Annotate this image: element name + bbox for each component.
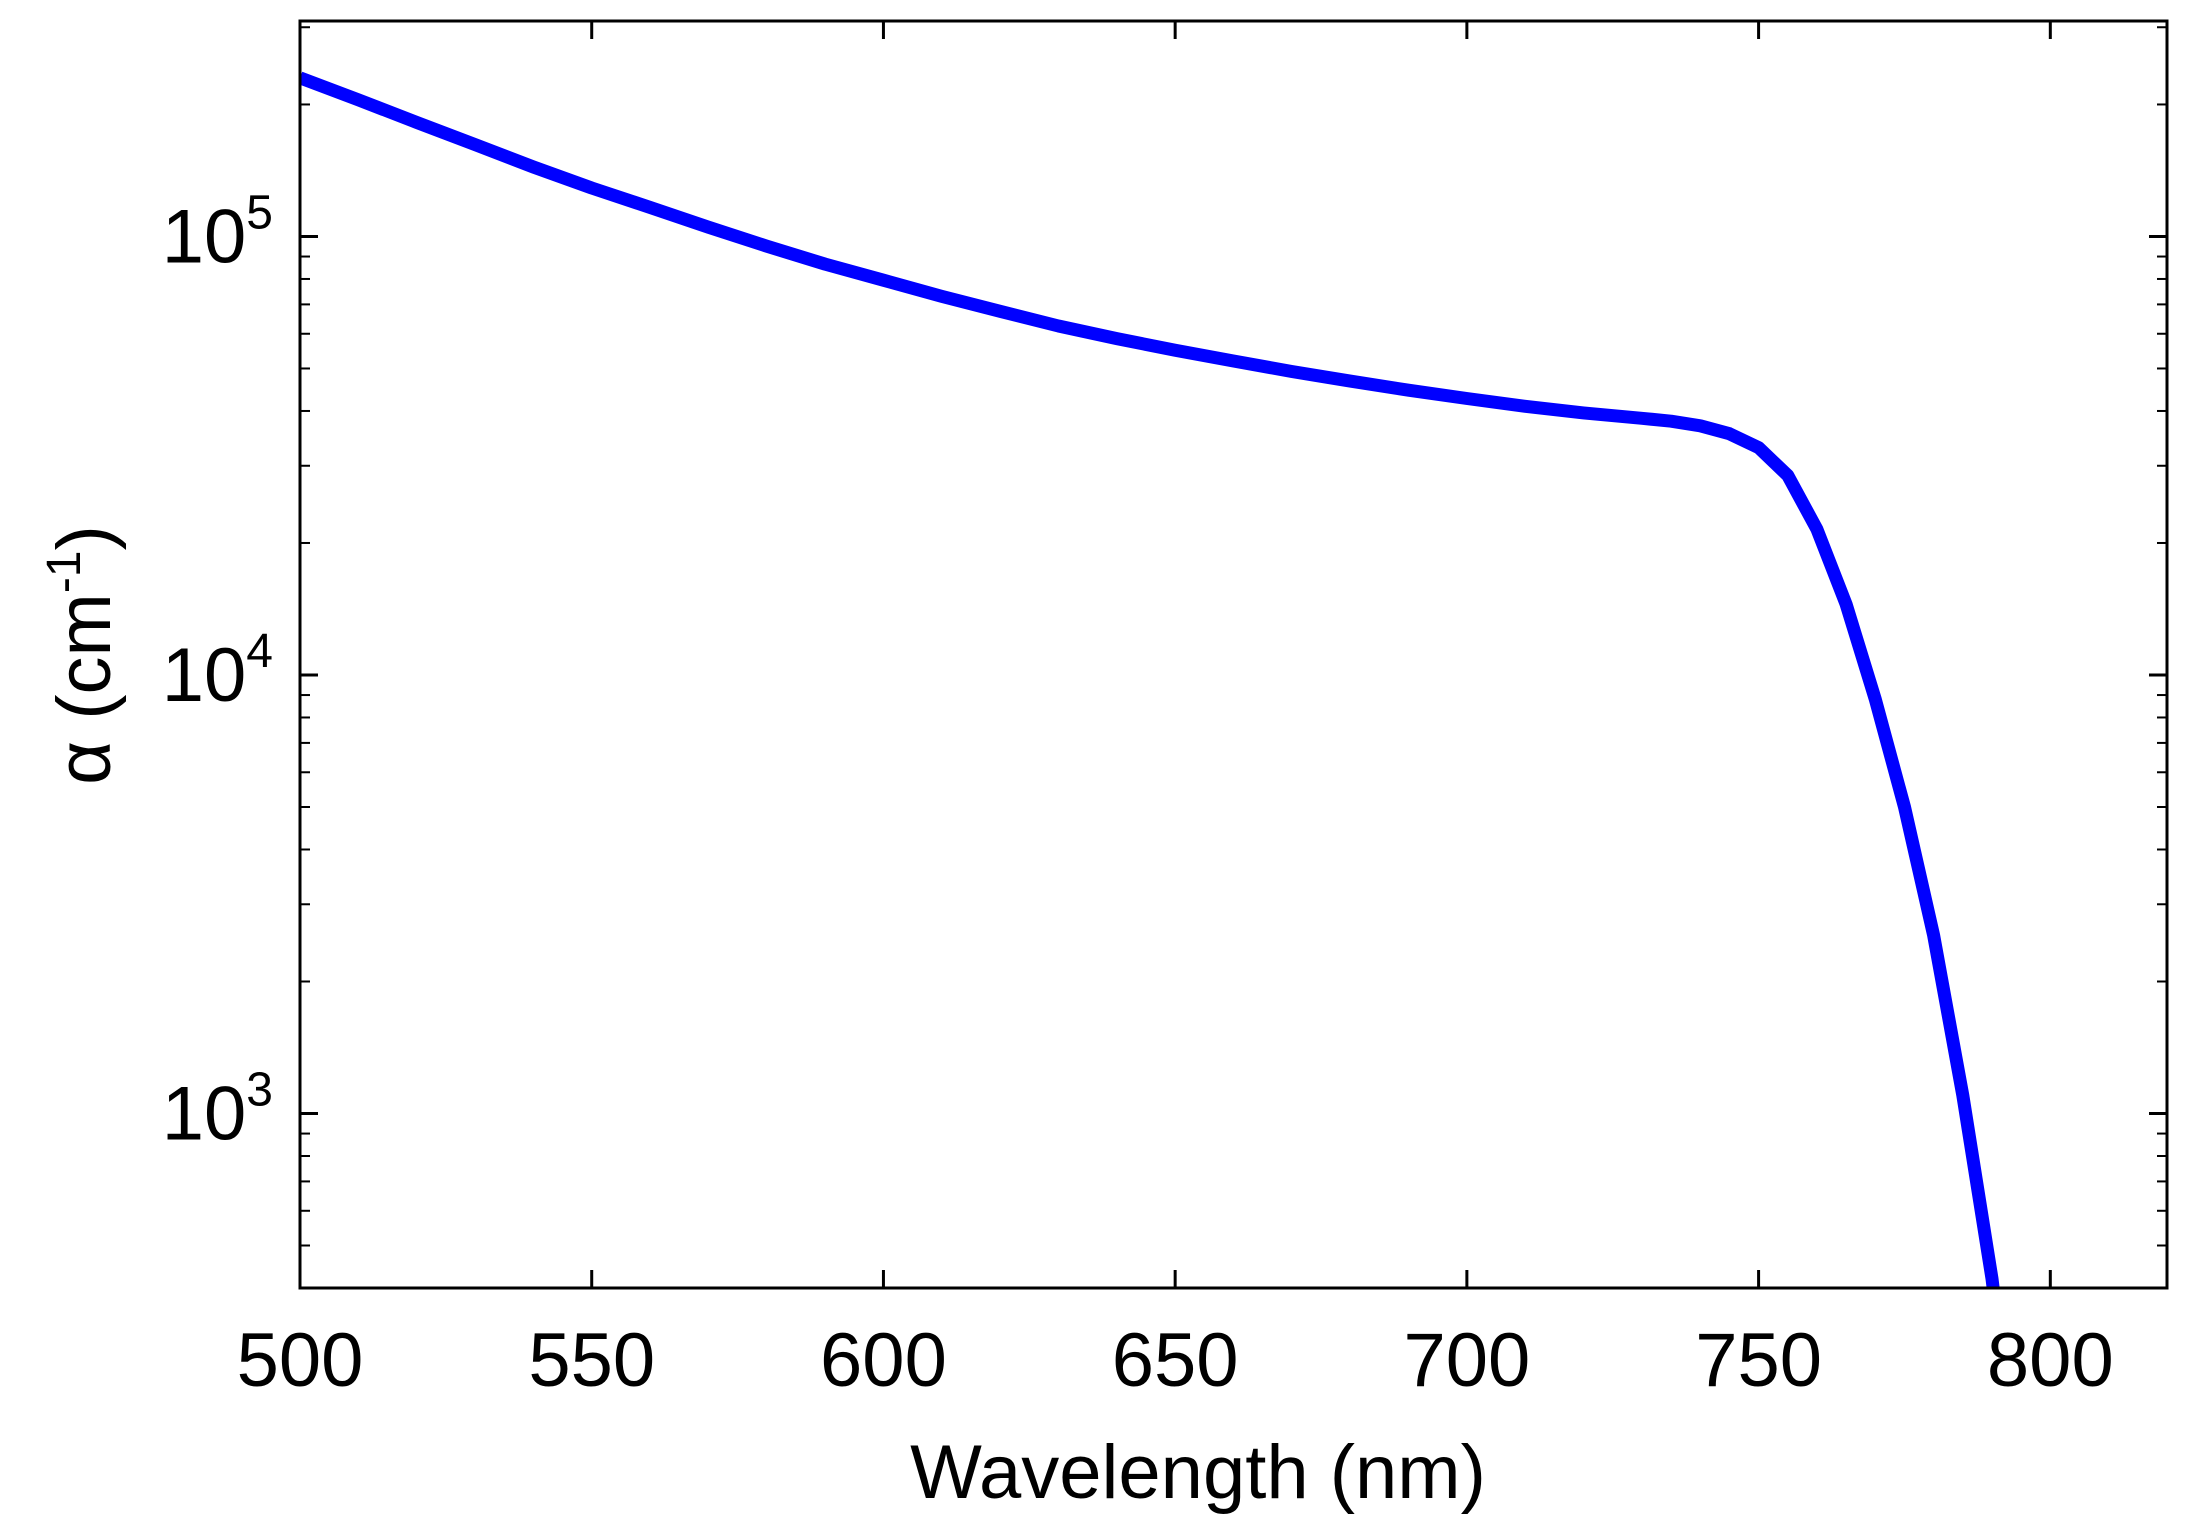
x-tick-label: 800: [1987, 1318, 2114, 1403]
y-axis-title: α (cm-1): [38, 525, 127, 785]
x-axis-title: Wavelength (nm): [910, 1430, 1486, 1515]
y-axis-title-prefix: α (cm: [42, 593, 127, 785]
x-tick-label: 650: [1112, 1318, 1239, 1403]
y-tick-label-base: 10: [162, 633, 247, 718]
y-axis-title-superscript: -1: [38, 550, 91, 593]
y-tick-label: 103: [162, 1063, 273, 1156]
y-tick-label-exponent: 3: [246, 1063, 273, 1116]
y-tick-label-base: 10: [162, 194, 247, 279]
y-tick-label-exponent: 4: [246, 625, 273, 678]
series-line-alpha: [300, 71, 2000, 1288]
x-tick-label: 500: [237, 1318, 364, 1403]
x-tick-label: 700: [1403, 1318, 1530, 1403]
y-tick-label: 105: [162, 186, 273, 279]
axis-ticks: [298, 21, 2167, 1289]
x-tick-labels: 500 550 600 650 700 750 800: [237, 1318, 2114, 1403]
plot-frame: [298, 19, 2169, 1290]
x-tick-label: 600: [820, 1318, 947, 1403]
x-tick-label: 550: [528, 1318, 655, 1403]
y-tick-label-exponent: 5: [246, 186, 273, 239]
y-axis-title-suffix: ): [42, 525, 127, 550]
series-layer: [300, 71, 2000, 1288]
y-tick-label-base: 10: [162, 1071, 247, 1156]
y-tick-label: 104: [162, 625, 273, 718]
x-tick-label: 750: [1695, 1318, 1822, 1403]
